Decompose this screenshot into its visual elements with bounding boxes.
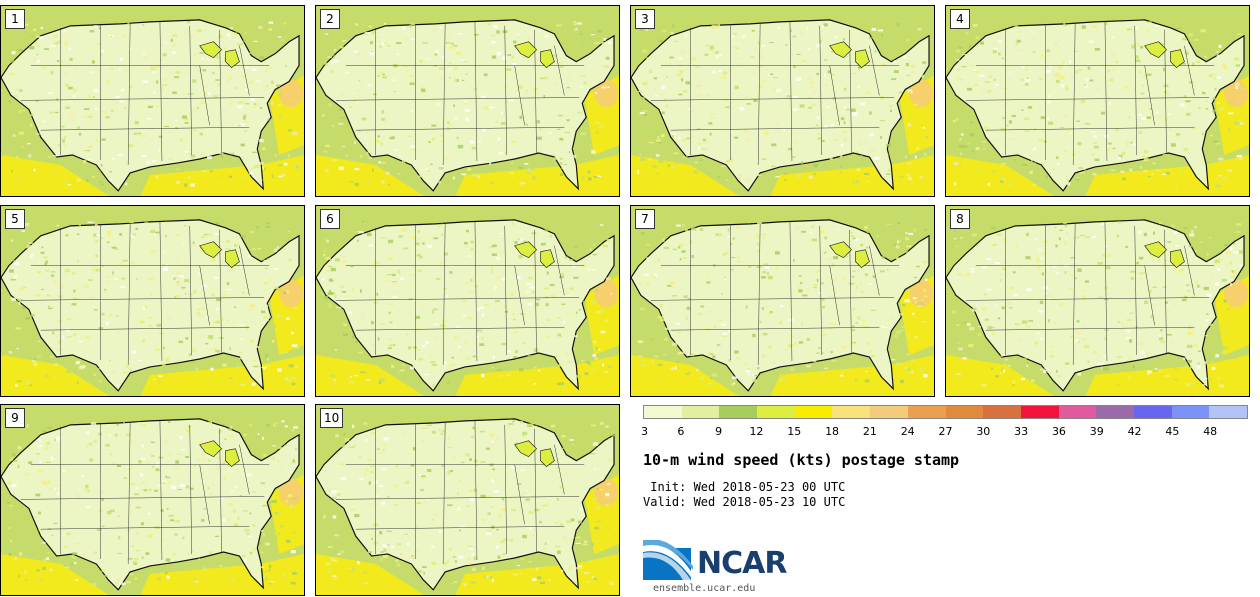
colorbar-tick-label: 39: [1089, 425, 1104, 438]
wind-map-svg: [631, 6, 934, 196]
ncar-logo: NCAR: [643, 539, 793, 585]
wind-map: [631, 206, 934, 396]
panel-number: 5: [5, 209, 25, 229]
map-panel-10[interactable]: 10: [315, 404, 620, 596]
wind-map: [946, 206, 1249, 396]
colorbar-segment: [870, 406, 908, 418]
wind-map: [1, 6, 304, 196]
colorbar-segment: [983, 406, 1021, 418]
ncar-logo-icon: [643, 539, 693, 580]
colorbar-segment: [907, 406, 946, 418]
colorbar-tick-label: 45: [1165, 425, 1180, 438]
wind-map: [316, 206, 619, 396]
panel-number: 4: [950, 9, 970, 29]
colorbar-ticks: 3 6 9 12 15 18 21 24 27 30 33 36 39 42 45 48: [641, 425, 1248, 439]
colorbar-segment: [1171, 406, 1210, 418]
colorbar-tick-label: 33: [1014, 425, 1029, 438]
colorbar-tick-label: 24: [900, 425, 915, 438]
valid-time: Valid: Wed 2018-05-23 10 UTC: [643, 495, 846, 509]
wind-map-svg: [631, 206, 934, 396]
wind-map: [946, 6, 1249, 196]
panel-number: 8: [950, 209, 970, 229]
colorbar-tick-label: 27: [938, 425, 953, 438]
colorbar-tick-label: 42: [1127, 425, 1142, 438]
colorbar-tick-label: 48: [1203, 425, 1218, 438]
colorbar-tick-label: 18: [825, 425, 840, 438]
colorbar-tick-label: 36: [1051, 425, 1066, 438]
map-panel-2[interactable]: 2: [315, 5, 620, 197]
wind-map-svg: [946, 206, 1249, 396]
colorbar-tick-label: 15: [787, 425, 802, 438]
map-panel-4[interactable]: 4: [945, 5, 1250, 197]
wind-map-svg: [1, 206, 304, 396]
ncar-logo-text: NCAR: [697, 546, 787, 581]
map-panel-7[interactable]: 7: [630, 205, 935, 397]
wind-map: [631, 6, 934, 196]
wind-map-svg: [316, 6, 619, 196]
map-panel-1[interactable]: 1: [0, 5, 305, 197]
colorbar-segment: [757, 406, 795, 418]
wind-map-svg: [946, 6, 1249, 196]
wind-map-svg: [1, 6, 304, 196]
colorbar-segment: [1209, 406, 1247, 418]
panel-number: 1: [5, 9, 25, 29]
map-panel-8[interactable]: 8: [945, 205, 1250, 397]
panel-number: 6: [320, 209, 340, 229]
colorbar-segment: [719, 406, 758, 418]
map-panel-9[interactable]: 9: [0, 404, 305, 596]
panel-number: 10: [320, 408, 344, 428]
init-time: Init: Wed 2018-05-23 00 UTC: [643, 480, 846, 494]
panel-number: 2: [320, 9, 340, 29]
wind-map: [316, 405, 619, 595]
wind-map-svg: [316, 405, 619, 595]
colorbar-segment: [681, 406, 720, 418]
map-panel-3[interactable]: 3: [630, 5, 935, 197]
colorbar-tick-label: 12: [749, 425, 764, 438]
colorbar-segment: [1096, 406, 1134, 418]
colorbar-segment: [832, 406, 871, 418]
colorbar-segment: [1133, 406, 1172, 418]
map-panel-5[interactable]: 5: [0, 205, 305, 397]
wind-map: [1, 206, 304, 396]
colorbar: [643, 405, 1248, 419]
panel-number: 9: [5, 408, 25, 428]
colorbar-segment: [945, 406, 984, 418]
wind-map: [1, 405, 304, 595]
wind-map-svg: [1, 405, 304, 595]
panel-number: 7: [635, 209, 655, 229]
colorbar-segment: [1020, 406, 1059, 418]
colorbar-tick-label: 6: [677, 425, 685, 438]
colorbar-segment: [794, 406, 833, 418]
colorbar-tick-label: 21: [862, 425, 877, 438]
footer-url[interactable]: ensemble.ucar.edu: [653, 583, 756, 594]
map-panel-6[interactable]: 6: [315, 205, 620, 397]
chart-title: 10-m wind speed (kts) postage stamp: [643, 451, 960, 469]
colorbar-tick-label: 3: [641, 425, 648, 438]
colorbar-segment: [644, 406, 682, 418]
colorbar-segment: [1058, 406, 1097, 418]
colorbar-tick-label: 9: [715, 425, 723, 438]
colorbar-tick-label: 30: [976, 425, 991, 438]
panel-number: 3: [635, 9, 655, 29]
wind-map-svg: [316, 206, 619, 396]
wind-map: [316, 6, 619, 196]
